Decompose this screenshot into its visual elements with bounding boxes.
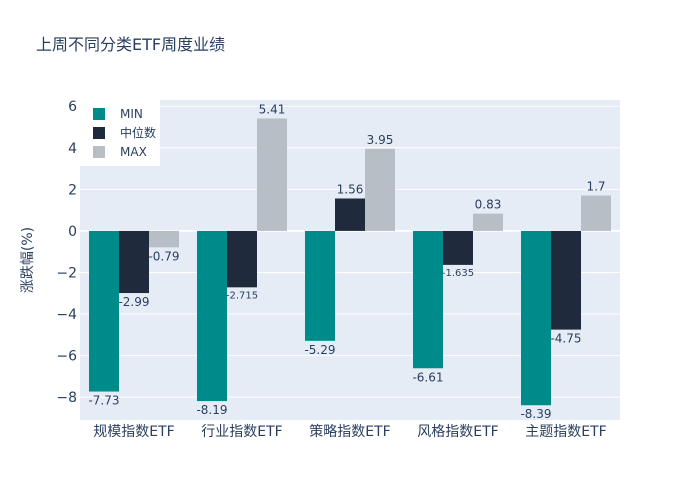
- y-tick-label: −6: [56, 349, 77, 365]
- data-label: 5.41: [259, 102, 286, 116]
- legend-swatch: [93, 127, 105, 139]
- bar-min: [305, 230, 335, 341]
- data-labels: -7.73 -2.99 -0.79 -8.19 -2.715 5.41 -5.29 1.56 3…: [88, 102, 605, 421]
- legend-swatch: [93, 146, 105, 158]
- bar-median: [443, 230, 473, 265]
- y-ticks: −8 −6 −4 −2 0 2 4 6: [56, 99, 77, 406]
- bar-median: [551, 230, 581, 330]
- data-label: 1.56: [337, 182, 364, 196]
- data-label: -2.715: [226, 290, 258, 301]
- y-tick-label: 2: [68, 182, 77, 198]
- data-label: -4.75: [550, 332, 581, 346]
- bar-median: [119, 230, 149, 294]
- data-label: -8.39: [520, 407, 551, 421]
- bar-median: [227, 230, 257, 288]
- bar-max: [257, 118, 287, 231]
- bars: [89, 118, 611, 406]
- y-tick-label: 4: [68, 141, 77, 157]
- data-label: -8.19: [196, 403, 227, 417]
- legend-swatch: [93, 108, 105, 120]
- grid: [80, 105, 620, 398]
- bar-min: [89, 230, 119, 392]
- data-label: -6.61: [412, 370, 443, 384]
- data-label: -0.79: [148, 249, 179, 263]
- x-tick-label: 策略指数ETF: [309, 423, 390, 440]
- data-label: -7.73: [88, 394, 119, 408]
- y-tick-label: −4: [56, 307, 77, 323]
- x-tick-label: 风格指数ETF: [417, 424, 498, 440]
- data-label: 1.7: [586, 180, 605, 194]
- bar-max: [365, 148, 395, 231]
- data-label: 0.83: [475, 198, 502, 212]
- bar-max: [149, 230, 179, 248]
- legend-label: MAX: [120, 145, 147, 159]
- legend-label: MIN: [120, 107, 143, 121]
- y-axis-label: 涨跌幅(%): [20, 227, 36, 293]
- data-label: -1.635: [442, 268, 474, 279]
- x-tick-label: 规模指数ETF: [93, 424, 174, 440]
- x-tick-label: 行业指数ETF: [201, 424, 282, 440]
- y-tick-label: −8: [56, 390, 77, 406]
- bar-max: [581, 195, 611, 231]
- bar-min: [521, 230, 551, 406]
- chart-title: 上周不同分类ETF周度业绩: [36, 35, 225, 54]
- y-tick-label: −2: [56, 265, 77, 281]
- x-ticks: 规模指数ETF 行业指数ETF 策略指数ETF 风格指数ETF 主题指数ETF: [93, 423, 606, 440]
- bar-median: [335, 198, 365, 231]
- data-label: 3.95: [367, 133, 394, 147]
- x-tick-label: 主题指数ETF: [525, 424, 606, 440]
- legend: MIN 中位数 MAX: [80, 100, 160, 166]
- y-tick-label: 0: [68, 224, 77, 240]
- legend-label: 中位数: [120, 125, 156, 140]
- data-label: -2.99: [118, 295, 149, 309]
- bar-min: [413, 230, 443, 369]
- y-tick-label: 6: [68, 99, 77, 115]
- data-label: -5.29: [304, 343, 335, 357]
- bar-min: [197, 230, 227, 402]
- bar-max: [473, 213, 503, 231]
